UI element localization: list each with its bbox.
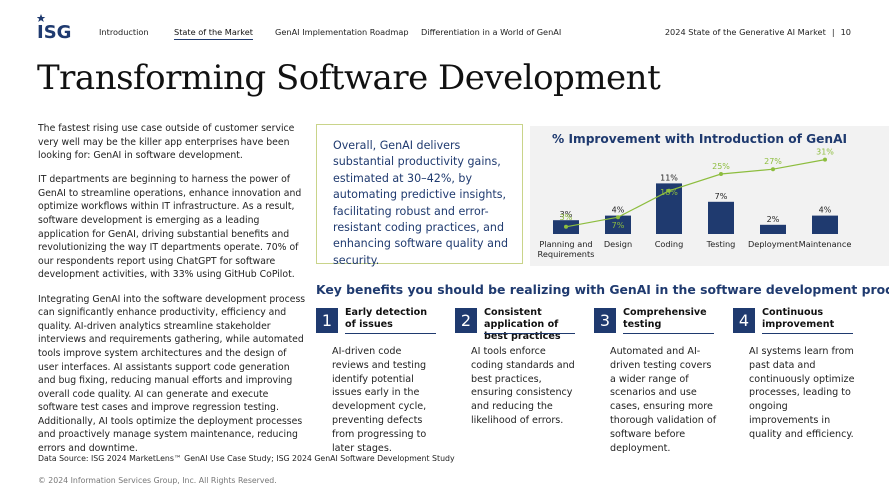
intro-paragraph: IT departments are beginning to harness … xyxy=(38,174,302,281)
benefit-number: 2 xyxy=(455,308,477,333)
line-value-label: 27% xyxy=(764,157,782,166)
isg-logo[interactable]: ISG xyxy=(37,14,71,40)
bar xyxy=(760,224,786,234)
nav-item-genai-implementation-roadmap[interactable]: GenAI Implementation Roadmap xyxy=(275,27,409,37)
bar-value-label: 7% xyxy=(715,192,728,201)
benefit-title: Comprehensive testing xyxy=(623,307,707,330)
category-label: Deployment xyxy=(748,239,799,249)
page-number: 10 xyxy=(840,27,851,37)
category-label: Testing xyxy=(706,239,736,249)
intro-paragraph: The fastest rising use case outside of c… xyxy=(38,123,295,162)
chart-title: % Improvement with Introduction of GenAI xyxy=(552,132,848,146)
benefit-number: 4 xyxy=(733,308,755,333)
category-label: Coding xyxy=(655,239,684,249)
nav-item-state-of-the-market[interactable]: State of the Market xyxy=(174,27,253,40)
line-point xyxy=(823,157,827,162)
line-point xyxy=(719,172,723,176)
line-point xyxy=(564,224,568,229)
category-label: Maintenance xyxy=(799,239,852,249)
benefit-body: AI-driven code reviews and testing ident… xyxy=(332,346,427,454)
bar-value-label: 11% xyxy=(660,173,678,182)
data-source: Data Source: ISG 2024 MarketLens™ GenAI … xyxy=(38,454,455,463)
key-benefits-title: Key benefits you should be realizing wit… xyxy=(316,282,889,297)
line-value-label: 31% xyxy=(816,148,834,157)
benefit-body: AI tools enforce coding standards and be… xyxy=(471,346,575,426)
callout-box: Overall, GenAI delivers substantial prod… xyxy=(316,124,523,267)
divider xyxy=(345,333,436,334)
benefit-body: AI systems learn from past data and cont… xyxy=(749,346,855,440)
report-title: 2024 State of the Generative AI Market xyxy=(664,27,826,37)
line-value-label: 18% xyxy=(660,188,678,197)
line-value-label: 7% xyxy=(612,221,625,230)
series-line xyxy=(565,159,826,228)
line-value-label: 25% xyxy=(712,162,730,171)
page-header: ISG Introduction State of the Market Gen… xyxy=(37,14,851,50)
benefit-title: Early detection of issues xyxy=(345,307,428,330)
intro-paragraph: Integrating GenAI into the software deve… xyxy=(38,293,306,455)
bar xyxy=(812,215,838,234)
bar-value-label: 3% xyxy=(560,210,573,219)
copyright: © 2024 Information Services Group, Inc. … xyxy=(38,476,277,485)
bar xyxy=(708,201,734,234)
line-point xyxy=(667,188,671,193)
bar-value-label: 4% xyxy=(819,206,832,215)
benefit-number: 3 xyxy=(594,308,616,333)
line-point xyxy=(771,167,775,172)
nav-item-introduction[interactable]: Introduction xyxy=(99,27,149,37)
category-label: Planning and Requirements xyxy=(538,239,595,259)
benefit-body: Automated and AI-driven testing covers a… xyxy=(610,346,717,454)
divider xyxy=(623,333,714,334)
page-title: Transforming Software Development xyxy=(37,58,661,98)
benefit-number: 1 xyxy=(316,308,338,333)
bar-value-label: 2% xyxy=(767,215,780,224)
benefit-title: Consistent application of best practices xyxy=(484,307,561,342)
separator: | xyxy=(831,27,835,37)
category-label: Design xyxy=(604,239,632,249)
improvement-chart: % Improvement with Introduction of GenAI… xyxy=(530,126,889,266)
page-info: 2024 State of the Generative AI Market | 1… xyxy=(665,27,851,37)
logo-text: ISG xyxy=(37,22,71,40)
nav-item-differentiation[interactable]: Differentiation in a World of GenAI xyxy=(421,27,562,37)
divider xyxy=(762,333,853,334)
line-point xyxy=(616,215,620,220)
chart-svg: 3%4%11%7%2%4%3%7%18%25%27%31%Planning an… xyxy=(538,148,852,259)
bar xyxy=(605,215,631,234)
bar-value-label: 4% xyxy=(612,206,625,215)
line-value-label: 3% xyxy=(560,213,573,222)
benefit-title: Continuous improvement xyxy=(762,307,835,330)
intro-text: The fastest rising use case outside of c… xyxy=(38,122,308,466)
divider xyxy=(484,333,575,334)
